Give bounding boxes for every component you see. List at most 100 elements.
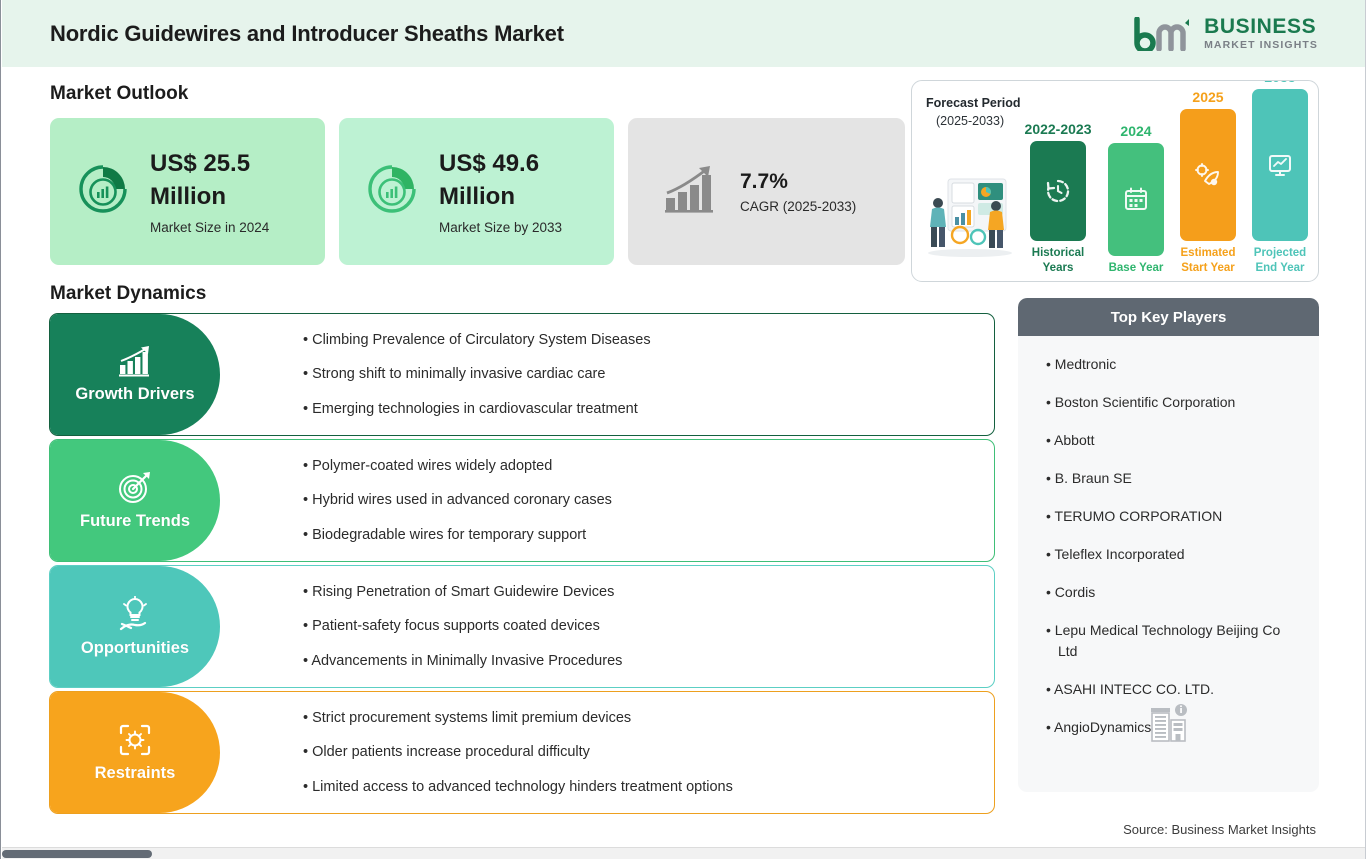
- market-size-2033-card: US$ 49.6 Million Market Size by 2033: [339, 118, 614, 265]
- list-item: Teleflex Incorporated: [1046, 544, 1299, 565]
- bar-caption-projected: Projected End Year: [1253, 247, 1307, 274]
- bar-base: [1108, 142, 1164, 256]
- presentation-chart-icon: [1269, 155, 1291, 177]
- rocket-gear-icon: [1195, 163, 1219, 186]
- top-key-players-panel: Top Key Players Medtronic Boston Scienti…: [1018, 298, 1319, 792]
- dynamics-item: Polymer-coated wires widely adopted: [303, 457, 994, 475]
- dynamics-item: Climbing Prevalence of Circulatory Syste…: [303, 331, 994, 349]
- list-item: Abbott: [1046, 430, 1299, 451]
- dynamics-item: Biodegradable wires for temporary suppor…: [303, 526, 994, 544]
- market-size-2024-unit: Million: [150, 182, 226, 210]
- dynamics-tab-restraints[interactable]: Restraints: [50, 692, 220, 813]
- market-dynamics-title: Market Dynamics: [50, 283, 207, 304]
- dynamics-tab-future-trends[interactable]: Future Trends: [50, 440, 220, 561]
- people-analytics-illustration: [920, 173, 1020, 259]
- bar-historical: [1030, 141, 1086, 242]
- market-size-2033-value: US$ 49.6: [439, 149, 540, 177]
- history-clock-icon: [1046, 180, 1070, 203]
- blocked-gear-icon: [119, 724, 151, 755]
- dynamics-tab-label: Growth Drivers: [75, 384, 195, 403]
- dynamics-items: Rising Penetration of Smart Guidewire De…: [220, 566, 994, 687]
- calendar-icon: [1125, 187, 1147, 211]
- dynamics-item: Advancements in Minimally Invasive Proce…: [303, 652, 994, 670]
- bar-column-projected: 2033 Projected End Year: [1252, 81, 1308, 275]
- growth-chart-icon: [119, 345, 149, 376]
- dynamics-items: Strict procurement systems limit premium…: [220, 692, 994, 813]
- dynamics-item: Emerging technologies in cardiovascular …: [303, 400, 994, 418]
- list-item: ASAHI INTECC CO. LTD.: [1046, 679, 1299, 700]
- bar-projected: [1252, 89, 1308, 242]
- growth-bars-arrow-icon: [662, 162, 722, 221]
- list-item: Cordis: [1046, 582, 1299, 603]
- bar-caption-estimated: Estimated Start Year: [1180, 247, 1236, 274]
- bar-year-label: 2024: [1120, 122, 1152, 139]
- list-item: AngioDynamics: [1046, 717, 1299, 738]
- bar-caption-base: Base Year: [1108, 261, 1164, 274]
- list-item: B. Braun SE: [1046, 468, 1299, 489]
- dynamics-tab-label: Restraints: [94, 763, 176, 782]
- market-size-2024-caption: Market Size in 2024: [150, 220, 270, 236]
- page-header: Nordic Guidewires and Introducer Sheaths…: [2, 0, 1365, 67]
- building-info-icon: [1146, 701, 1192, 750]
- donut-chart-icon: [76, 162, 130, 221]
- bar-column-estimated: 2025 Estimated Start Year: [1180, 89, 1236, 275]
- dynamics-item: Patient-safety focus supports coated dev…: [303, 617, 994, 635]
- list-item: Medtronic: [1046, 354, 1299, 375]
- dynamics-card-restraints: Restraints Strict procurement systems li…: [49, 691, 995, 814]
- brand-logo: BUSINESS MARKET INSIGHTS: [1133, 15, 1318, 54]
- market-outlook-cards: US$ 25.5 Million Market Size in 2024: [50, 118, 905, 265]
- top-key-players-title: Top Key Players: [1110, 308, 1227, 326]
- top-key-players-list: Medtronic Boston Scientific Corporation …: [1018, 336, 1319, 738]
- list-item: TERUMO CORPORATION: [1046, 506, 1299, 527]
- market-size-2033-caption: Market Size by 2033: [439, 220, 563, 236]
- page-title: Nordic Guidewires and Introducer Sheaths…: [50, 20, 564, 46]
- source-text: Source: Business Market Insights: [1123, 822, 1316, 837]
- dynamics-card-future-trends: Future Trends Polymer-coated wires widel…: [49, 439, 995, 562]
- bar-year-label: 2025: [1192, 89, 1224, 106]
- bar-column-base: 2024 Base Year: [1108, 123, 1164, 275]
- dynamics-items: Climbing Prevalence of Circulatory Syste…: [220, 314, 994, 435]
- dynamics-card-opportunities: Opportunities Rising Penetration of Smar…: [49, 565, 995, 688]
- dynamics-item: Limited access to advanced technology hi…: [303, 778, 994, 796]
- bmi-logo-icon: [1133, 15, 1195, 54]
- forecast-label-line2: (2025-2033): [936, 114, 1005, 129]
- scrollbar-thumb[interactable]: [2, 850, 152, 858]
- list-item: Lepu Medical Technology Beijing Co Ltd: [1046, 620, 1299, 662]
- donut-chart-icon: [365, 162, 419, 221]
- market-size-2024-card: US$ 25.5 Million Market Size in 2024: [50, 118, 325, 265]
- dynamics-item: Hybrid wires used in advanced coronary c…: [303, 491, 994, 509]
- dynamics-tab-label: Future Trends: [79, 511, 190, 530]
- list-item: Boston Scientific Corporation: [1046, 392, 1299, 413]
- dynamics-card-growth-drivers: Growth Drivers Climbing Prevalence of Ci…: [49, 313, 995, 436]
- bar-estimated: [1180, 109, 1236, 242]
- dynamics-item: Strong shift to minimally invasive cardi…: [303, 365, 994, 383]
- logo-line-2: MARKET INSIGHTS: [1204, 39, 1318, 52]
- dynamics-tab-growth-drivers[interactable]: Growth Drivers: [50, 314, 220, 435]
- bar-column-historical: 2022-2023 Historical Years: [1025, 121, 1092, 275]
- bar-caption-historical: Historical Years: [1031, 247, 1085, 274]
- market-dynamics-cards: Growth Drivers Climbing Prevalence of Ci…: [49, 313, 995, 814]
- cagr-card: 7.7% CAGR (2025-2033): [628, 118, 905, 265]
- forecast-bars: 2022-2023 Historical Years 2024: [1024, 81, 1318, 281]
- dynamics-item: Older patients increase procedural diffi…: [303, 743, 994, 761]
- forecast-label: Forecast Period (2025-2033): [926, 94, 1020, 130]
- lightbulb-hand-icon: [119, 595, 147, 630]
- forecast-label-line1: Forecast Period: [926, 96, 1021, 110]
- dynamics-items: Polymer-coated wires widely adopted Hybr…: [220, 440, 994, 561]
- target-arrow-icon: [119, 471, 150, 503]
- market-size-2033-unit: Million: [439, 182, 515, 210]
- market-outlook-title: Market Outlook: [50, 83, 189, 104]
- cagr-value: 7.7%: [740, 169, 788, 193]
- cagr-caption: CAGR (2025-2033): [740, 198, 857, 214]
- dynamics-item: Rising Penetration of Smart Guidewire De…: [303, 583, 994, 601]
- dynamics-item: Strict procurement systems limit premium…: [303, 709, 994, 727]
- top-key-players-header: Top Key Players: [1018, 298, 1319, 336]
- forecast-period-chart: Forecast Period (2025-2033): [911, 80, 1319, 282]
- logo-line-1: BUSINESS: [1204, 15, 1317, 39]
- bar-year-label: 2033: [1264, 81, 1295, 85]
- market-size-2024-value: US$ 25.5: [150, 149, 251, 177]
- dynamics-tab-label: Opportunities: [80, 638, 190, 657]
- dynamics-tab-opportunities[interactable]: Opportunities: [50, 566, 220, 687]
- horizontal-scrollbar[interactable]: [2, 847, 1365, 859]
